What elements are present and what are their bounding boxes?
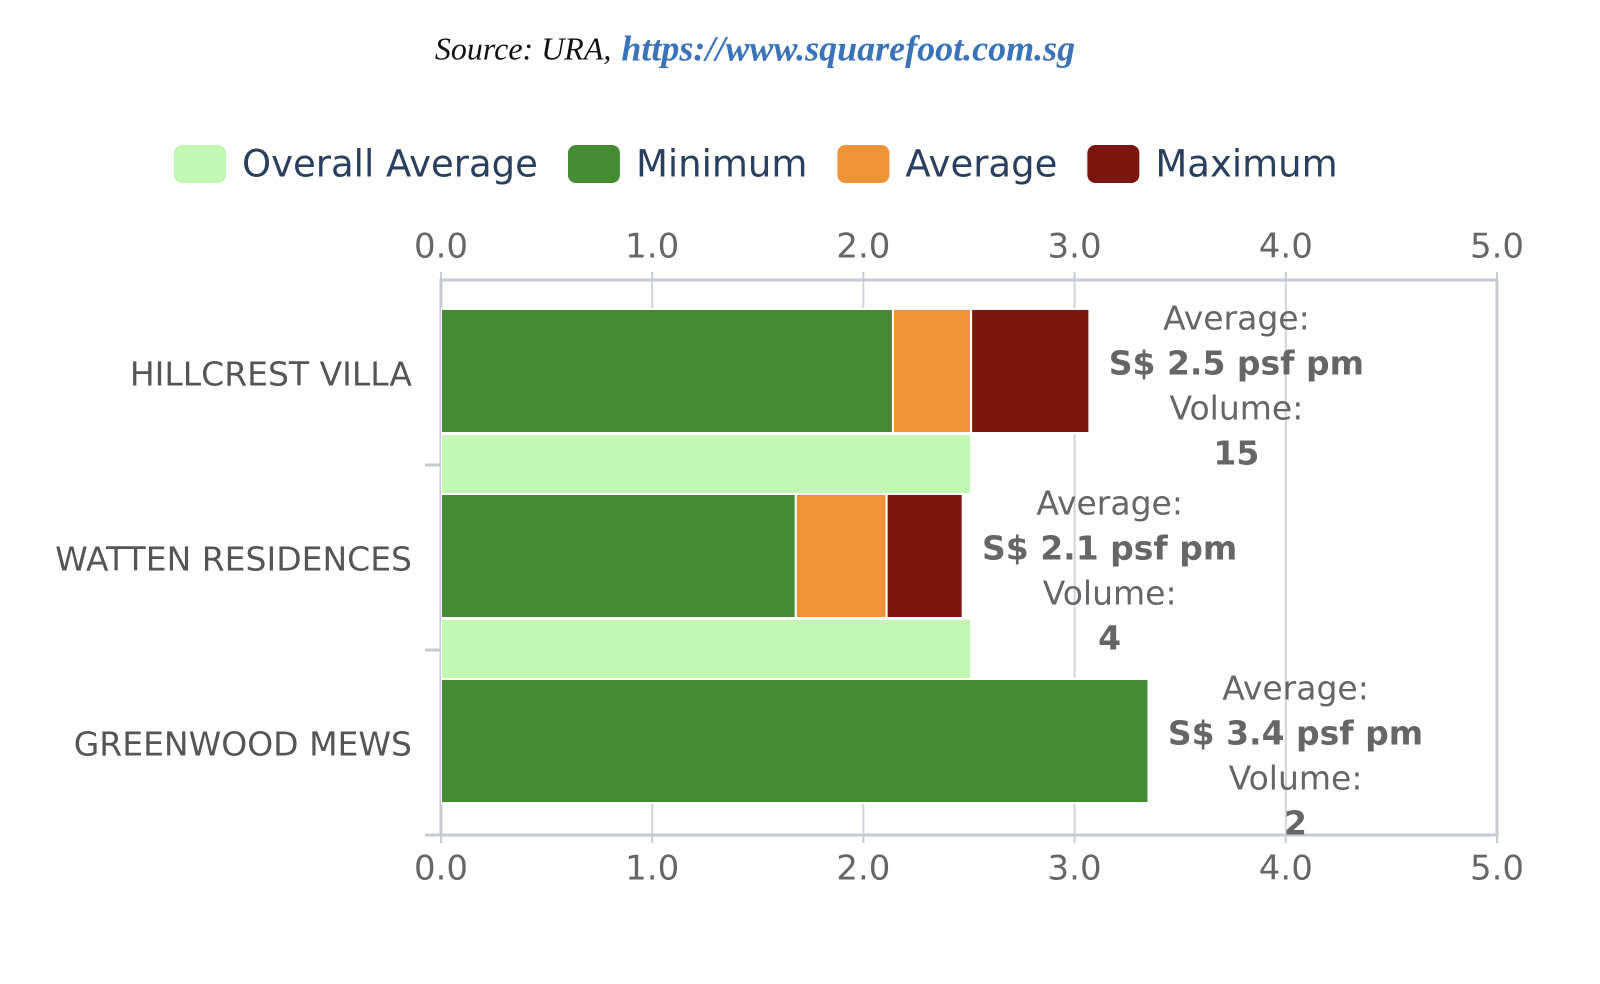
legend-label: Minimum <box>636 143 807 186</box>
bar-segment <box>970 308 1091 434</box>
overall-bar <box>441 433 973 495</box>
legend-swatch <box>1087 145 1140 183</box>
x-tick-label: 1.0 <box>625 227 679 267</box>
overall-bar <box>441 618 973 680</box>
annotation: 4 <box>1098 619 1121 658</box>
bar-segment <box>891 308 973 434</box>
bar-segment <box>794 493 888 619</box>
bar-segment <box>441 493 797 619</box>
y-tick-label: GREENWOOD MEWS <box>74 725 412 764</box>
annotation: Average: <box>1163 299 1310 338</box>
bar-segment <box>441 308 894 434</box>
x-tick-label: 5.0 <box>1470 849 1524 889</box>
x-tick-label: 4.0 <box>1259 849 1313 889</box>
annotation: 2 <box>1284 804 1307 843</box>
x-tick-label: 0.0 <box>414 849 468 889</box>
annotation: Volume: <box>1229 759 1363 798</box>
annotation: 15 <box>1213 434 1259 473</box>
legend-label: Overall Average <box>242 143 538 186</box>
y-tick-label: WATTEN RESIDENCES <box>55 540 412 579</box>
y-tick-label: HILLCREST VILLA <box>130 355 413 394</box>
source-link[interactable]: https://www.squarefoot.com.sg <box>621 28 1075 68</box>
x-tick-label: 1.0 <box>625 849 679 889</box>
legend-swatch <box>567 145 620 183</box>
legend-swatch <box>837 145 890 183</box>
x-tick-label: 3.0 <box>1048 227 1102 267</box>
annotation: Volume: <box>1043 574 1177 613</box>
x-tick-label: 4.0 <box>1259 227 1313 267</box>
x-tick-label: 2.0 <box>836 227 890 267</box>
x-tick-label: 0.0 <box>414 227 468 267</box>
x-tick-label: 3.0 <box>1048 849 1102 889</box>
annotation: S$ 2.1 psf pm <box>982 529 1237 568</box>
annotation: Average: <box>1222 669 1369 708</box>
annotation: Volume: <box>1169 389 1303 428</box>
annotation: Average: <box>1036 484 1183 523</box>
bar-segment <box>885 493 964 619</box>
x-tick-label: 2.0 <box>836 849 890 889</box>
x-tick-label: 5.0 <box>1470 227 1524 267</box>
legend-label: Maximum <box>1155 143 1337 186</box>
bar-segment <box>441 678 1150 804</box>
annotation: S$ 2.5 psf pm <box>1109 344 1364 383</box>
legend-label: Average <box>905 143 1057 186</box>
annotation: S$ 3.4 psf pm <box>1168 714 1423 753</box>
chart-title: Source: URA, <box>435 30 612 66</box>
bars <box>441 308 1150 804</box>
legend-swatch <box>174 145 226 183</box>
